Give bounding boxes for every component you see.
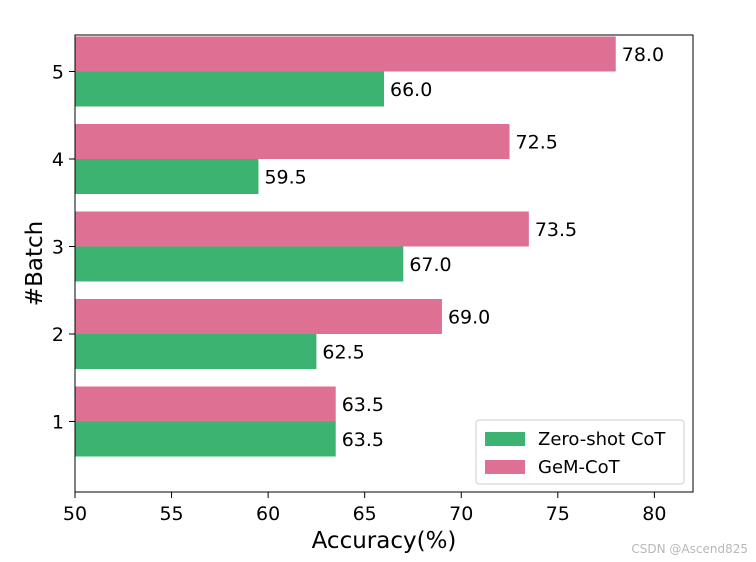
data-label-gem-cot-batch-5: 78.0 <box>622 44 664 66</box>
data-label-zero-shot-cot-batch-5: 66.0 <box>390 79 432 101</box>
bar-gem-cot-batch-1 <box>75 386 336 422</box>
x-axis-ticks: 50 55 60 65 70 75 80 <box>63 492 666 525</box>
x-tick-label: 70 <box>449 503 473 525</box>
bar-zero-shot-cot-batch-5 <box>75 71 384 107</box>
bar-gem-cot-batch-2 <box>75 299 442 334</box>
data-label-gem-cot-batch-4: 72.5 <box>516 132 558 154</box>
x-tick-label: 65 <box>353 503 377 525</box>
y-tick-label: 3 <box>52 237 64 259</box>
data-label-zero-shot-cot-batch-4: 59.5 <box>264 167 306 189</box>
data-label-zero-shot-cot-batch-3: 67.0 <box>409 254 451 276</box>
y-axis-title: #Batch <box>22 221 48 306</box>
y-axis-ticks: 1 2 3 4 5 <box>52 62 75 434</box>
data-labels-group: 63.5 63.5 62.5 69.0 67.0 73.5 59.5 72.5 66.0 78.0 <box>264 44 664 451</box>
legend-label-gem-cot: GeM-CoT <box>538 457 621 478</box>
x-tick-label: 50 <box>63 503 87 525</box>
data-label-gem-cot-batch-3: 73.5 <box>535 219 577 241</box>
bar-zero-shot-cot-batch-4 <box>75 159 259 194</box>
x-tick-label: 75 <box>546 503 570 525</box>
data-label-zero-shot-cot-batch-1: 63.5 <box>342 429 384 451</box>
y-tick-label: 4 <box>52 149 64 171</box>
legend-box <box>475 419 685 485</box>
y-tick-label: 5 <box>52 62 64 84</box>
watermark: CSDN @Ascend825 <box>631 542 748 556</box>
y-tick-label: 2 <box>52 324 64 346</box>
x-tick-label: 55 <box>159 503 183 525</box>
legend-label-zero-shot-cot: Zero-shot CoT <box>538 429 666 450</box>
plot-frame <box>74 34 694 493</box>
legend-swatch-gem-cot <box>485 460 525 474</box>
x-tick-label: 80 <box>642 503 666 525</box>
data-label-gem-cot-batch-2: 69.0 <box>448 307 490 329</box>
y-tick-label: 1 <box>52 412 64 434</box>
bar-gem-cot-batch-3 <box>75 211 529 247</box>
legend-swatch-zero-shot-cot <box>485 432 525 446</box>
bar-zero-shot-cot-batch-2 <box>75 334 317 369</box>
data-label-zero-shot-cot-batch-2: 62.5 <box>322 342 364 364</box>
x-tick-label: 60 <box>256 503 280 525</box>
bar-gem-cot-batch-4 <box>75 124 510 159</box>
x-axis-title: Accuracy(%) <box>312 528 457 554</box>
bar-zero-shot-cot-batch-3 <box>75 246 404 282</box>
bar-zero-shot-cot-batch-1 <box>75 421 336 457</box>
bars-group <box>75 36 616 457</box>
data-label-gem-cot-batch-1: 63.5 <box>342 394 384 416</box>
bar-gem-cot-batch-5 <box>75 36 616 72</box>
legend: Zero-shot CoT GeM-CoT <box>475 419 685 485</box>
